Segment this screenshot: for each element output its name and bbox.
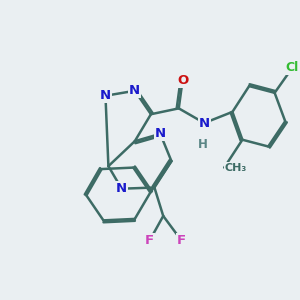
Text: F: F [145, 234, 154, 248]
Text: N: N [129, 84, 140, 97]
Text: N: N [199, 116, 210, 130]
Text: O: O [177, 74, 188, 87]
Text: F: F [177, 234, 186, 248]
Text: CH₃: CH₃ [224, 163, 247, 172]
Text: H: H [198, 138, 208, 151]
Text: N: N [155, 128, 166, 140]
Text: N: N [100, 89, 111, 102]
Text: Cl: Cl [286, 61, 299, 74]
Text: N: N [116, 182, 127, 195]
